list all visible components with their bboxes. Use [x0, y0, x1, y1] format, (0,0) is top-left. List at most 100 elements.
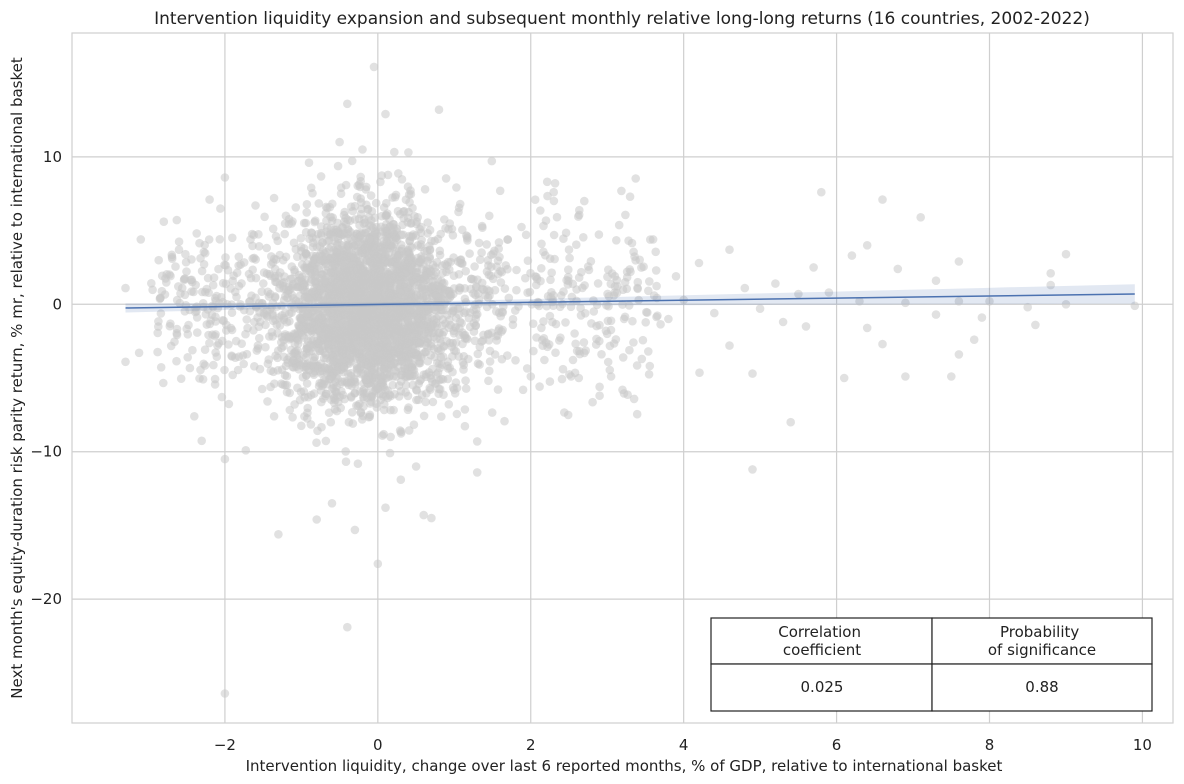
- scatter-point: [652, 281, 661, 291]
- scatter-point: [285, 405, 295, 415]
- scatter-point: [381, 323, 390, 333]
- scatter-point: [312, 438, 321, 448]
- scatter-point: [563, 272, 573, 282]
- scatter-point: [337, 349, 347, 359]
- scatter-point: [622, 273, 632, 282]
- scatter-point: [382, 293, 392, 302]
- scatter-point: [208, 301, 217, 311]
- scatter-point: [625, 345, 634, 355]
- scatter-point: [638, 335, 648, 345]
- scatter-point: [954, 257, 964, 266]
- scatter-point: [313, 305, 323, 315]
- scatter-point: [530, 195, 540, 204]
- scatter-point: [214, 264, 223, 274]
- scatter-point: [251, 255, 260, 264]
- scatter-point: [565, 253, 574, 263]
- probability-value: 0.88: [1025, 678, 1058, 696]
- scatter-point: [302, 208, 312, 217]
- scatter-point: [557, 374, 567, 384]
- scatter-point: [523, 288, 532, 298]
- scatter-point: [603, 357, 613, 367]
- scatter-point: [594, 230, 604, 239]
- scatter-point: [529, 346, 538, 356]
- scatter-point: [245, 306, 255, 316]
- scatter-point: [323, 338, 332, 348]
- scatter-point: [478, 336, 488, 345]
- scatter-point: [642, 307, 651, 317]
- scatter-point: [695, 368, 704, 378]
- scatter-point: [477, 248, 486, 257]
- scatter-point: [333, 161, 343, 171]
- scatter-point: [220, 173, 230, 182]
- scatter-point: [637, 263, 646, 272]
- scatter-point: [349, 284, 359, 294]
- scatter-point: [340, 293, 350, 303]
- scatter-point: [1023, 302, 1032, 312]
- scatter-point: [403, 405, 413, 415]
- scatter-point: [234, 252, 244, 262]
- scatter-point: [454, 310, 464, 319]
- scatter-point: [134, 348, 144, 358]
- scatter-point: [257, 384, 267, 394]
- scatter-point: [416, 375, 426, 384]
- scatter-point: [290, 267, 300, 277]
- scatter-point: [624, 236, 633, 245]
- scatter-point: [192, 229, 201, 238]
- scatter-point: [545, 254, 555, 263]
- scatter-point: [295, 395, 305, 405]
- scatter-point: [301, 218, 311, 228]
- scatter-point: [315, 242, 325, 251]
- plot-frame: [71, 32, 1174, 724]
- scatter-point: [555, 302, 565, 312]
- scatter-point: [694, 258, 704, 268]
- scatter-point: [361, 349, 371, 359]
- scatter-point: [493, 385, 503, 394]
- scatter-point: [500, 284, 510, 293]
- scatter-point: [549, 230, 559, 240]
- scatter-point: [156, 309, 166, 318]
- scatter-point: [461, 384, 471, 393]
- scatter-point: [196, 253, 205, 263]
- scatter-point: [195, 238, 204, 248]
- scatter-point: [200, 345, 210, 355]
- scatter-point: [270, 379, 279, 389]
- scatter-point: [226, 323, 236, 333]
- scatter-point: [550, 179, 560, 188]
- scatter-point: [931, 310, 941, 319]
- scatter-point: [273, 366, 283, 375]
- scatter-point: [1061, 300, 1071, 309]
- scatter-point: [592, 334, 601, 344]
- scatter-point: [347, 156, 357, 166]
- scatter-point: [287, 302, 296, 312]
- scatter-point: [531, 272, 540, 281]
- scatter-point: [306, 420, 316, 429]
- scatter-point: [201, 287, 210, 297]
- scatter-point: [217, 392, 227, 402]
- scatter-point: [415, 295, 425, 305]
- scatter-point: [332, 366, 341, 376]
- scatter-point: [606, 316, 616, 326]
- scatter-point: [304, 158, 314, 167]
- scatter-point: [394, 169, 403, 178]
- scatter-point: [475, 360, 484, 369]
- scatter-point: [377, 211, 387, 221]
- scatter-point: [399, 363, 409, 372]
- scatter-point: [485, 366, 494, 376]
- scatter-point: [617, 186, 626, 196]
- x-tick-label: 0: [373, 736, 383, 754]
- scatter-point: [618, 300, 627, 309]
- scatter-point: [321, 209, 331, 218]
- scatter-point: [455, 303, 465, 312]
- scatter-point: [621, 210, 630, 220]
- scatter-point: [394, 381, 404, 390]
- scatter-point: [432, 370, 441, 379]
- scatter-point: [610, 282, 620, 291]
- scatter-point: [199, 359, 208, 369]
- scatter-point: [279, 277, 289, 287]
- scatter-point: [187, 287, 196, 296]
- scatter-point: [580, 196, 589, 206]
- scatter-point: [191, 303, 200, 313]
- scatter-point: [511, 356, 520, 365]
- scatter-point: [412, 268, 421, 278]
- scatter-point: [595, 382, 604, 392]
